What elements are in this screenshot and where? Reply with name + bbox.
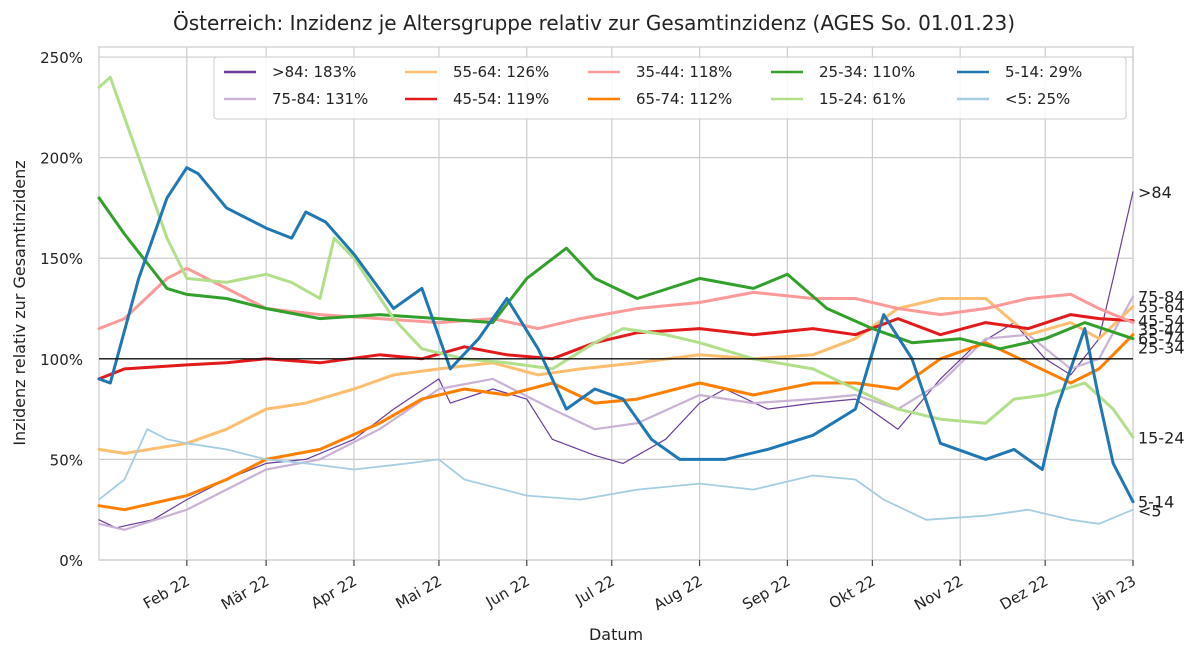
x-axis-label: Datum [589,625,643,644]
series-line-35-44 [97,266,1135,331]
x-tick-label: Jän 23 [1088,572,1139,612]
x-tick-label: Okt 22 [826,572,879,613]
series-line-5 [98,428,1134,525]
series-end-label: >84 [1138,183,1172,202]
legend: >84: 183% 75-84: 131% 55-64: 126% 45-54: 11… [213,56,1127,120]
x-tick-label: Jun 22 [482,572,533,612]
chart-title: Österreich: Inzidenz je Altersgruppe rel… [173,11,1015,35]
y-axis-label: Inzidenz relativ zur Gesamtinzidenz [10,160,29,445]
legend-label: 75-84: 131% [272,90,368,108]
series-end-label: <5 [1138,502,1162,521]
series-end-label: 5-14 [1138,493,1174,512]
x-tick-label: Sep 22 [739,572,793,614]
series-end-label: 55-64 [1138,298,1185,317]
x-tick-label: Aug 22 [651,572,706,614]
series-line-55-64 [97,297,1135,455]
legend-label: 25-34: 110% [819,63,915,81]
series-end-label: 75-84 [1138,287,1185,306]
y-tick-label: 0% [59,552,83,570]
legend-label: 45-54: 119% [453,90,549,108]
x-tick-label: Feb 22 [140,572,193,613]
y-tick-label: 250% [40,49,83,67]
legend-label: <5: 25% [1005,90,1070,108]
series-layer [97,75,1135,531]
x-tick-label: Mai 22 [393,572,445,613]
x-tick-label: Nov 22 [911,572,966,614]
series-line-75-84 [97,295,1135,531]
x-tick-label: Mär 22 [218,572,272,614]
series-end-label: 25-34 [1138,339,1185,358]
series-end-label: 15-24 [1138,428,1185,447]
legend-box [213,56,1127,120]
series-line-15-24 [97,75,1135,439]
tick-layer: 0% 50% 100% 150% 200% 250% Feb 22 Mär 22 Apr 22 M… [40,49,1139,614]
y-tick-label: 100% [40,351,83,369]
series-end-label: 35-44 [1138,321,1185,340]
legend-label: 65-74: 112% [636,90,732,108]
x-tick-label: Jul 22 [572,572,618,609]
x-tick-label: Apr 22 [308,572,360,612]
series-line-25-34 [97,196,1135,351]
y-tick-label: 50% [50,451,83,469]
plot-frame [98,46,1134,561]
legend-label: 5-14: 29% [1005,63,1082,81]
legend-label: 55-64: 126% [453,63,549,81]
legend-label: 15-24: 61% [819,90,906,108]
series-end-label: 65-74 [1138,330,1185,349]
series-line-5-14 [97,166,1135,504]
series-end-label: 45-54 [1138,312,1185,331]
legend-label: >84: 183% [272,63,356,81]
y-tick-label: 200% [40,150,83,168]
legend-label: 35-44: 118% [636,63,732,81]
x-tick-label: Dez 22 [997,572,1051,614]
y-tick-label: 150% [40,250,83,268]
